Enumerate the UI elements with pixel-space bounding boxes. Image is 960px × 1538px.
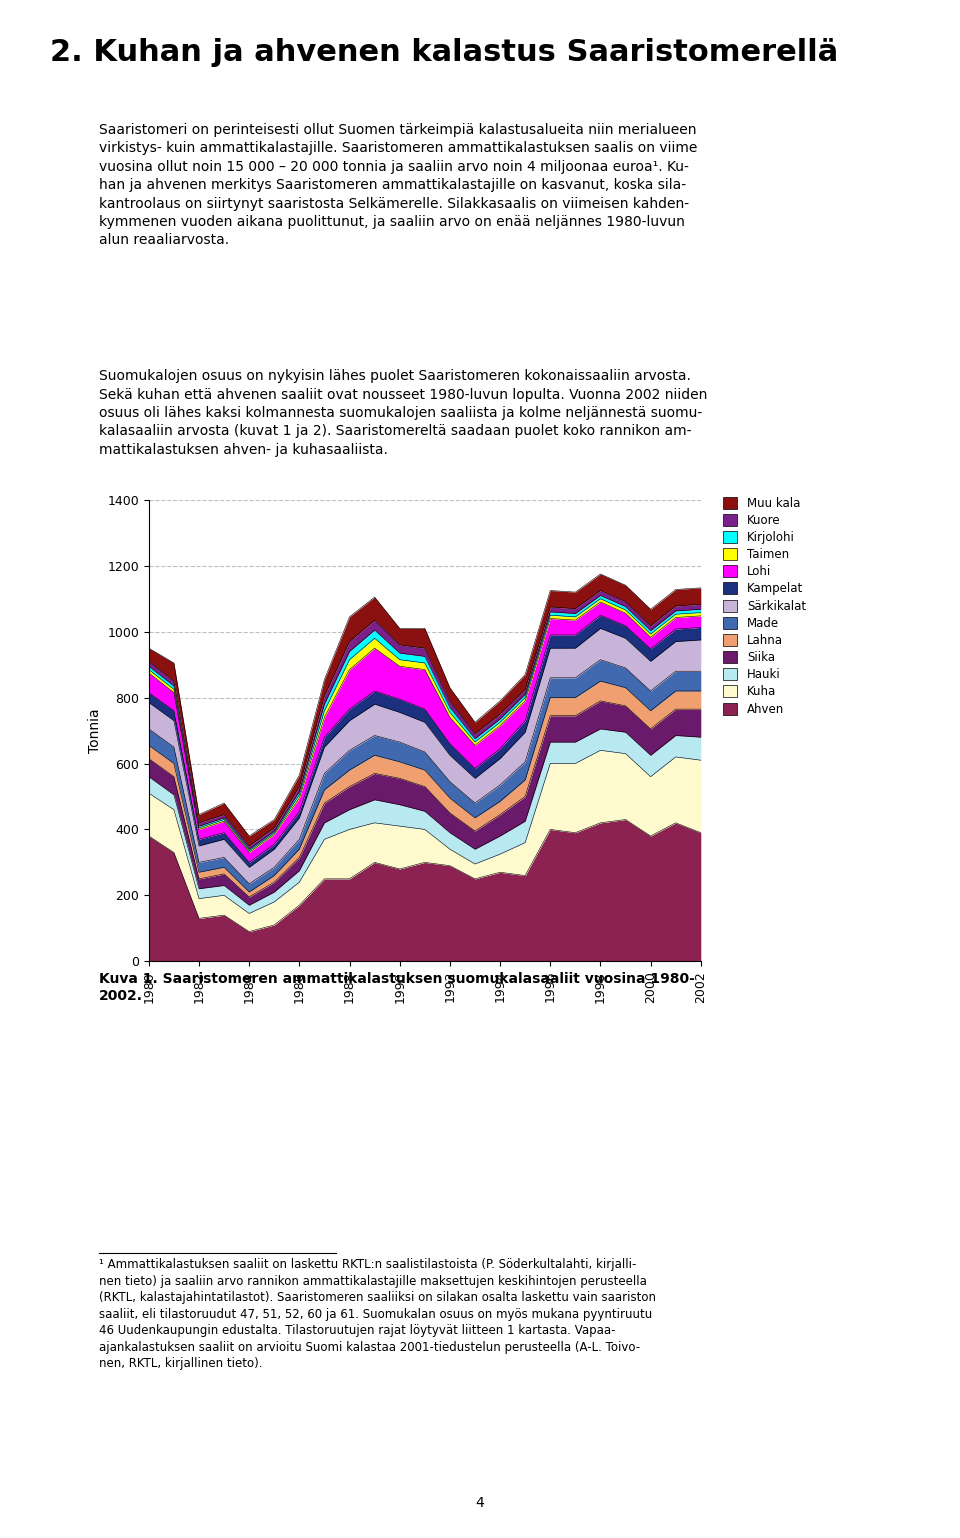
Text: Kuva 1. Saaristomeren ammattikalastuksen suomukalasaaliit vuosina 1980-
2002.: Kuva 1. Saaristomeren ammattikalastuksen… [99, 972, 695, 1003]
Text: Suomukalojen osuus on nykyisin lähes puolet Saaristomeren kokonaissaaliin arvost: Suomukalojen osuus on nykyisin lähes puo… [99, 369, 708, 457]
Text: 4: 4 [475, 1496, 485, 1510]
Text: ¹ Ammattikalastuksen saaliit on laskettu RKTL:n saalistilastoista (P. Söderkulta: ¹ Ammattikalastuksen saaliit on laskettu… [99, 1258, 656, 1370]
Legend: Muu kala, Kuore, Kirjolohi, Taimen, Lohi, Kampelat, Särkikalat, Made, Lahna, Sii: Muu kala, Kuore, Kirjolohi, Taimen, Lohi… [723, 497, 806, 715]
Y-axis label: Tonnia: Tonnia [87, 707, 102, 754]
Text: Saaristomeri on perinteisesti ollut Suomen tärkeimpiä kalastusalueita niin meria: Saaristomeri on perinteisesti ollut Suom… [99, 123, 697, 248]
Text: 2. Kuhan ja ahvenen kalastus Saaristomerellä: 2. Kuhan ja ahvenen kalastus Saaristomer… [50, 38, 838, 68]
